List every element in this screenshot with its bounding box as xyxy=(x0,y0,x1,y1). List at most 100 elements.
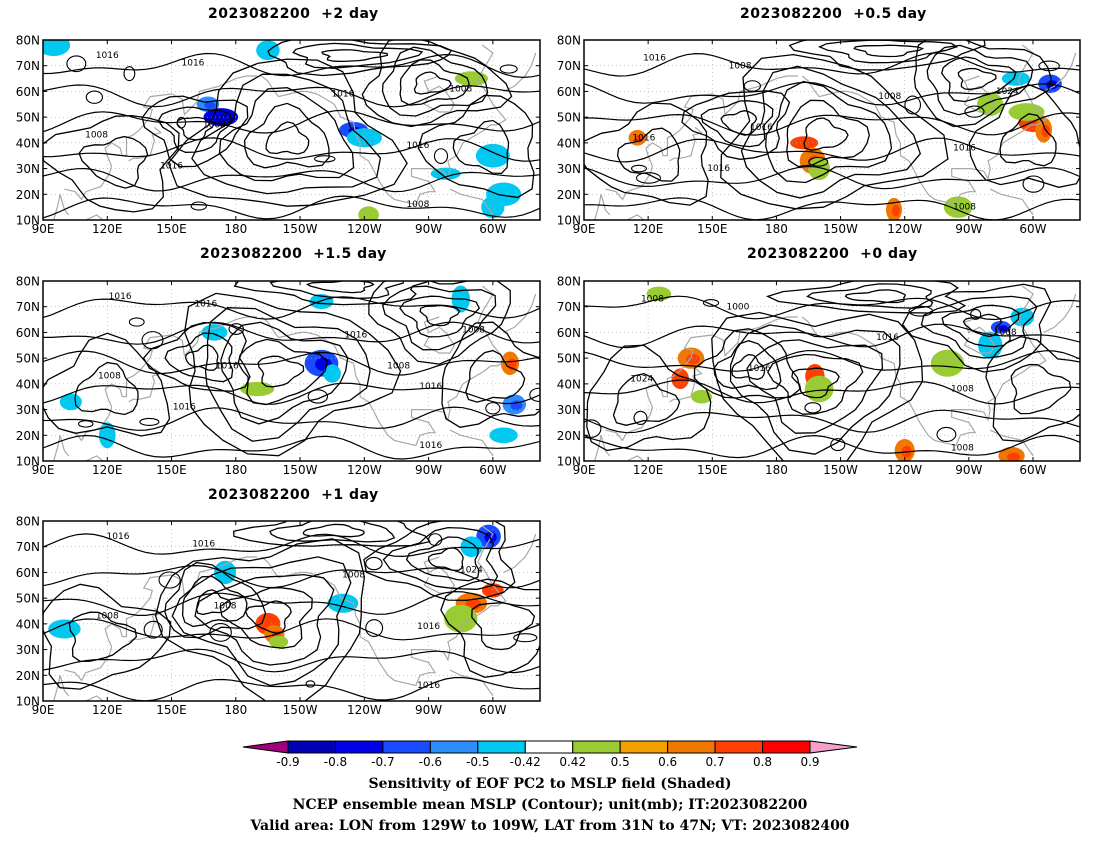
mslp-contour xyxy=(154,538,366,701)
lat-tick-label: 30N xyxy=(557,162,581,176)
lon-tick-label: 120W xyxy=(347,222,382,236)
colorbar-tick-label: -0.7 xyxy=(371,755,394,769)
lon-tick-label: 120E xyxy=(633,463,664,477)
lat-tick-label: 60N xyxy=(557,326,581,340)
mslp-contour xyxy=(441,321,540,428)
mslp-contour xyxy=(143,620,163,639)
mslp-contour xyxy=(321,49,388,63)
mslp-contour xyxy=(970,308,982,320)
lat-tick-label: 70N xyxy=(16,59,40,73)
mslp-contour xyxy=(765,281,967,314)
lon-tick-label: 120W xyxy=(887,463,922,477)
colorbar-tick-label: -0.8 xyxy=(324,755,347,769)
map-panel-1: 1016 1016 1016 1008 1016 1008 1008 1008 1016 80N 7… xyxy=(16,34,541,236)
contour-label: 1016 xyxy=(876,333,899,343)
mslp-contour xyxy=(43,109,540,134)
mslp-contour xyxy=(584,137,1080,163)
mslp-contour xyxy=(195,589,232,616)
contour-label: 1008 xyxy=(729,61,752,71)
lat-tick-label: 60N xyxy=(16,566,40,580)
caption-line-3: Valid area: LON from 129W to 109W, LAT f… xyxy=(250,818,850,834)
mslp-contour xyxy=(43,406,540,431)
lon-tick-label: 60W xyxy=(479,222,506,236)
lon-tick-label: 90E xyxy=(32,222,55,236)
contour-label: 1016 xyxy=(109,292,132,302)
mslp-contour xyxy=(141,331,164,350)
contour-label: 1016 xyxy=(194,300,217,310)
shading-core xyxy=(489,587,501,596)
mslp-contour xyxy=(307,389,329,404)
contour-label: 1008 xyxy=(449,84,472,94)
contour-label: 1016 xyxy=(417,622,440,632)
mslp-contour xyxy=(218,87,355,182)
contour-label: 1008 xyxy=(953,203,976,213)
lat-tick-label: 60N xyxy=(16,326,40,340)
mslp-contour xyxy=(700,100,774,148)
lat-tick-label: 70N xyxy=(557,300,581,314)
contour-label: 1016 xyxy=(750,123,773,133)
panel-title-3: 2023082200 +1.5 day xyxy=(200,246,387,262)
contour-label: 1008 xyxy=(387,361,410,371)
mslp-contour xyxy=(584,323,1080,349)
coastline xyxy=(503,293,537,333)
coastline xyxy=(53,194,70,220)
contour-label: 1008 xyxy=(85,131,108,141)
lat-tick-label: 10N xyxy=(16,214,40,228)
lon-tick-label: 60W xyxy=(1019,222,1046,236)
mslp-contour xyxy=(184,344,219,371)
mslp-contour xyxy=(635,172,662,184)
contour-label: 1008 xyxy=(641,295,664,305)
shading-blob xyxy=(444,604,478,633)
colorbar-tick-label: 0.5 xyxy=(611,755,630,769)
coastline xyxy=(963,316,996,354)
mslp-contour xyxy=(720,110,758,136)
panel-frame xyxy=(583,280,1081,462)
mslp-contour xyxy=(43,84,540,108)
mslp-contour xyxy=(314,155,336,163)
mslp-contour xyxy=(901,283,1052,373)
shading-core xyxy=(997,325,1008,332)
contour-label: 1008 xyxy=(98,372,121,382)
lon-tick-label: 150W xyxy=(283,703,318,717)
panel-frame xyxy=(42,39,541,221)
shading-blob xyxy=(256,40,280,61)
colorbar-box xyxy=(714,740,764,754)
mslp-contour xyxy=(233,521,431,547)
lon-tick-label: 90W xyxy=(955,222,982,236)
lat-tick-label: 10N xyxy=(16,455,40,469)
mslp-contour xyxy=(43,618,540,641)
lat-tick-label: 40N xyxy=(16,617,40,631)
mslp-contour xyxy=(1038,60,1060,72)
lat-tick-label: 70N xyxy=(16,300,40,314)
contour-label: 1008 xyxy=(203,120,226,130)
lat-tick-label: 60N xyxy=(557,85,581,99)
mslp-contour xyxy=(616,127,681,182)
mslp-contour xyxy=(209,622,232,642)
mslp-contour xyxy=(529,387,540,402)
lat-tick-label: 40N xyxy=(557,377,581,391)
lon-tick-label: 90W xyxy=(415,222,442,236)
lon-tick-label: 120W xyxy=(347,703,382,717)
contour-label: 1016 xyxy=(748,364,771,374)
map-panel-3: 1016 1016 1016 1016 1016 1008 1008 1016 1016 1008… xyxy=(16,275,541,477)
coastline xyxy=(594,435,611,461)
shading-core xyxy=(686,353,700,365)
mslp-contour xyxy=(586,344,712,452)
mslp-contour xyxy=(123,66,136,82)
mslp-contour xyxy=(702,299,720,307)
lon-tick-label: 150E xyxy=(156,703,187,717)
mslp-contour xyxy=(257,355,305,388)
mslp-contour xyxy=(920,295,1038,359)
mslp-contour xyxy=(43,583,172,690)
mslp-contour xyxy=(804,402,822,414)
lat-tick-label: 50N xyxy=(16,592,40,606)
lon-tick-label: 120E xyxy=(92,222,123,236)
mslp-contour xyxy=(584,295,1080,321)
lon-tick-label: 150W xyxy=(283,463,318,477)
colorbar-box xyxy=(619,740,669,754)
coastline xyxy=(503,52,537,92)
mslp-contour xyxy=(711,311,924,461)
mslp-contour xyxy=(746,339,884,434)
coastline xyxy=(801,285,1047,447)
colorbar-tick-label: 0.9 xyxy=(800,755,819,769)
